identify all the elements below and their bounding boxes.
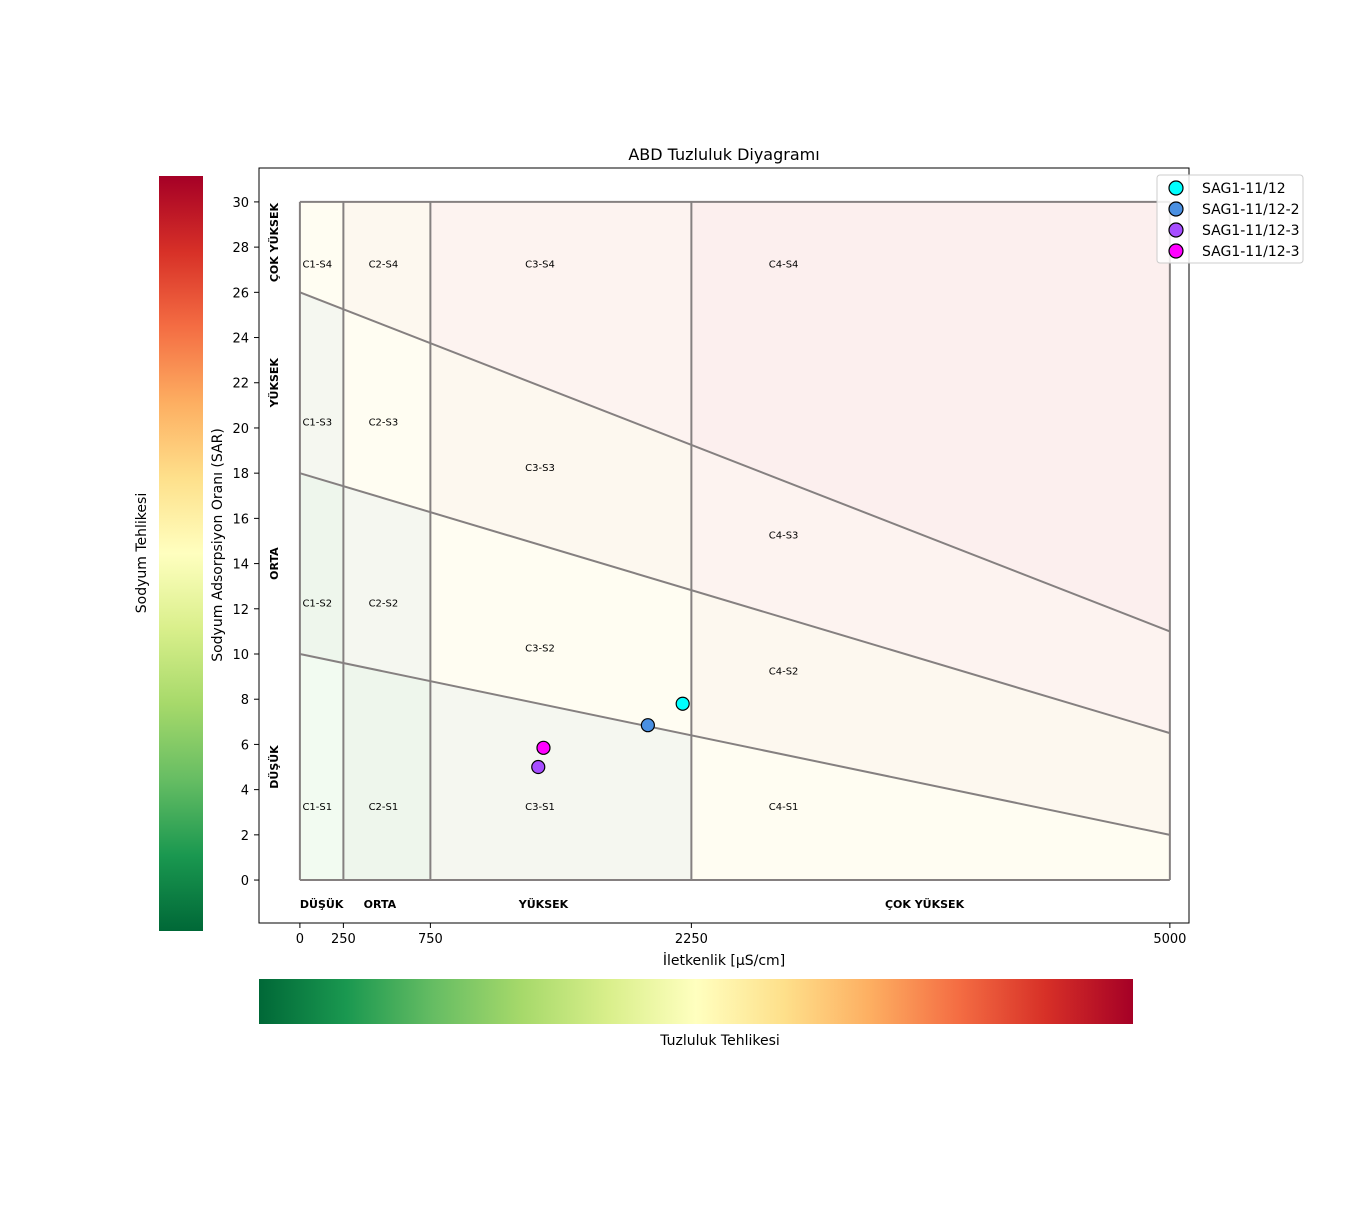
region-label: C4-S2 (769, 666, 799, 677)
legend-marker (1168, 222, 1184, 238)
zone-C3-S4 (430, 201, 692, 445)
y-tick-label: 10 (232, 648, 249, 663)
sodium-boundary-line (299, 653, 1171, 836)
y-tick-label: 18 (232, 467, 249, 482)
zone-C3-S1 (430, 681, 692, 881)
sodium-boundary-line (299, 291, 1171, 633)
legend-marker (1168, 201, 1184, 217)
legend: SAG1-11/12 SAG1-11/12-2 SAG1-11/12-3 SAG1-1… (1156, 174, 1304, 264)
legend-label: SAG1-11/12-3 (1202, 244, 1300, 260)
region-label: C2-S1 (369, 802, 399, 813)
zone-C4-S2 (691, 590, 1170, 835)
region-label: C1-S4 (302, 259, 332, 270)
zone-C2-S2 (343, 486, 431, 682)
x-tick-label: 0 (296, 932, 304, 947)
legend-marker (1168, 243, 1184, 259)
region-labels: C1-S4 C2-S4 C3-S4 C4-S4 C1-S3 C2-S3 C3-S3 C4-S3… (302, 259, 798, 813)
legend-label: SAG1-11/12-3 (1202, 223, 1300, 239)
y-tick-label: 14 (232, 558, 249, 573)
x-axis-ticks: 0 250 750 2250 5000 (296, 923, 1186, 947)
y-tick-label: 20 (232, 422, 249, 437)
chart-title: ABD Tuzluluk Diyagramı (628, 145, 819, 164)
salinity-class-label: ÇOK YÜKSEK (885, 897, 965, 911)
sodium-class-label: ÇOK YÜKSEK (267, 203, 281, 283)
zone-C4-S1 (691, 735, 1170, 881)
region-label: C1-S1 (302, 802, 332, 813)
region-label: C3-S3 (525, 463, 555, 474)
legend-box (1156, 174, 1304, 264)
y-tick-label: 0 (241, 874, 249, 889)
sodium-class-label: ORTA (268, 547, 281, 580)
region-label: C3-S1 (525, 802, 555, 813)
y-tick-label: 8 (241, 693, 249, 708)
data-points (531, 696, 690, 775)
class-labels: DÜŞÜK ORTA YÜKSEK ÇOK YÜKSEK DÜŞÜK ORTA YÜKSEK… (267, 203, 965, 911)
region-label: C4-S1 (769, 802, 799, 813)
hazard-zones (299, 201, 1170, 881)
zone-C1-S4 (299, 201, 344, 310)
region-label: C3-S4 (525, 259, 555, 270)
sodium-hazard-label: Sodyum Tehlikesi (134, 493, 150, 613)
data-point (675, 696, 690, 711)
y-tick-label: 4 (241, 784, 249, 799)
zone-C4-S4 (691, 201, 1170, 632)
region-label: C3-S2 (525, 644, 555, 655)
data-point (640, 718, 655, 733)
y-tick-label: 24 (232, 332, 249, 347)
y-axis-label: Sodyum Adsorpsiyon Oranı (SAR) (210, 428, 226, 662)
region-label: C1-S3 (302, 418, 332, 429)
x-tick-label: 250 (331, 932, 356, 947)
region-label: C1-S2 (302, 599, 332, 610)
region-label: C4-S4 (769, 259, 799, 270)
data-point (531, 759, 546, 775)
y-tick-label: 22 (232, 377, 249, 392)
zone-C3-S2 (430, 512, 692, 736)
x-axis-label: İletkenlik [µS/cm] (663, 951, 785, 969)
region-label: C2-S4 (369, 259, 399, 270)
data-point (536, 740, 551, 755)
sodium-boundary-line (299, 472, 1171, 735)
region-label: C4-S3 (769, 531, 799, 542)
region-label: C2-S2 (369, 599, 399, 610)
y-tick-label: 12 (232, 603, 249, 618)
class-boundaries (298, 200, 1171, 882)
salinity-hazard-label: Tuzluluk Tehlikesi (659, 1033, 780, 1049)
salinity-class-label: YÜKSEK (518, 897, 569, 911)
sodium-class-label: DÜŞÜK (267, 745, 281, 789)
zone-C2-S4 (343, 201, 431, 344)
region-label: C2-S3 (369, 418, 399, 429)
plot-frame (258, 167, 1190, 924)
zone-C4-S3 (691, 444, 1170, 734)
legend-label: SAG1-11/12 (1202, 181, 1286, 197)
x-tick-label: 2250 (675, 932, 708, 947)
x-tick-label: 750 (418, 932, 443, 947)
y-tick-label: 16 (232, 512, 249, 527)
sodium-hazard-colorbar (159, 176, 203, 931)
salinity-class-label: ORTA (364, 898, 397, 911)
legend-label: SAG1-11/12-2 (1202, 202, 1300, 218)
zone-C1-S1 (299, 654, 344, 881)
zone-C1-S2 (299, 473, 344, 664)
salinity-hazard-colorbar (259, 979, 1133, 1024)
y-tick-label: 30 (232, 196, 249, 211)
zone-C1-S3 (299, 292, 344, 487)
zone-C2-S1 (343, 663, 431, 881)
legend-marker (1168, 180, 1184, 196)
y-tick-label: 26 (232, 286, 249, 301)
y-tick-label: 2 (241, 829, 249, 844)
y-tick-label: 28 (232, 241, 249, 256)
y-tick-label: 6 (241, 738, 249, 753)
x-tick-label: 5000 (1153, 932, 1186, 947)
sodium-class-label: YÜKSEK (267, 358, 281, 409)
zone-C2-S3 (343, 309, 431, 513)
salinity-class-label: DÜŞÜK (300, 897, 344, 911)
zone-C3-S3 (430, 343, 692, 591)
